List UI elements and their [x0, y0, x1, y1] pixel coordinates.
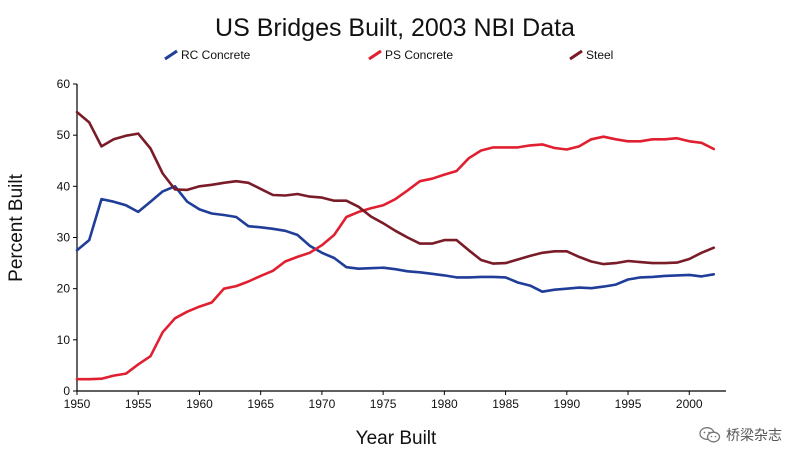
y-axis-title: Percent Built — [6, 173, 27, 281]
legend-label-steel: Steel — [586, 48, 613, 62]
chart-title: US Bridges Built, 2003 NBI Data — [215, 14, 575, 42]
y-tick-label: 50 — [57, 128, 71, 142]
x-tick-label: 1995 — [615, 397, 642, 411]
legend-item-steel: Steel — [569, 48, 613, 62]
legend: RC Concrete PS Concrete Steel — [164, 48, 613, 62]
y-tick-label: 20 — [57, 282, 71, 296]
legend-item-ps-concrete: PS Concrete — [368, 48, 453, 62]
x-tick-label: 1955 — [125, 397, 152, 411]
y-ticks: 0 10 20 30 40 50 60 — [57, 77, 77, 398]
x-tick-label: 1950 — [64, 397, 91, 411]
series-line-rc-concrete — [75, 185, 716, 294]
y-tick-label: 60 — [57, 77, 71, 91]
y-tick-label: 30 — [57, 231, 71, 245]
watermark-text: 桥梁杂志 — [726, 428, 782, 444]
legend-line-steel — [569, 49, 583, 61]
y-tick-label: 40 — [57, 179, 71, 193]
y-tick-label: 0 — [63, 384, 70, 398]
wechat-icon — [699, 427, 721, 443]
series-lines — [75, 110, 716, 381]
x-tick-label: 1980 — [431, 397, 458, 411]
watermark: 桥梁杂志 — [699, 425, 782, 445]
legend-line-ps-concrete — [368, 49, 382, 61]
x-tick-label: 1970 — [309, 397, 336, 411]
series-line-steel — [75, 110, 716, 266]
legend-item-rc-concrete: RC Concrete — [164, 48, 251, 62]
legend-label-rc-concrete: RC Concrete — [181, 48, 251, 62]
legend-label-ps-concrete: PS Concrete — [385, 48, 453, 62]
series-line-ps-concrete — [75, 135, 716, 381]
x-axis-title: Year Built — [356, 428, 437, 449]
x-tick-label: 1990 — [553, 397, 580, 411]
x-ticks: 1950 1955 1960 1965 1970 1975 1980 1985 1990 1995… — [64, 391, 703, 411]
x-tick-label: 1960 — [186, 397, 213, 411]
x-tick-label: 1985 — [492, 397, 519, 411]
y-tick-label: 10 — [57, 333, 71, 347]
legend-line-rc-concrete — [164, 49, 178, 61]
x-tick-label: 2000 — [676, 397, 703, 411]
x-tick-label: 1965 — [247, 397, 274, 411]
x-tick-label: 1975 — [370, 397, 397, 411]
